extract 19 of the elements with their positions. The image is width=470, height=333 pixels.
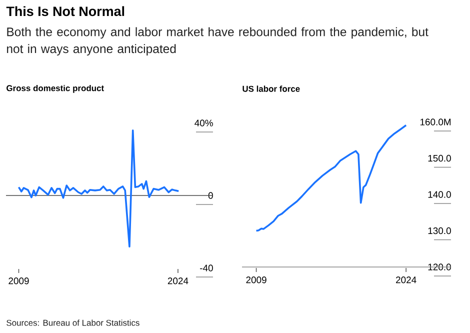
x-tick-label: 2009 [246, 276, 266, 284]
y-tick-label: 130.0 [428, 227, 451, 234]
x-tick-label: 2024 [168, 278, 188, 284]
y-tick-label: -40 [200, 264, 213, 272]
y-tick-label: 140.0 [428, 191, 451, 198]
chart-title: US labor force [242, 86, 300, 92]
line-series [18, 130, 180, 248]
y-tick-label: 40% [194, 120, 213, 126]
source-note: Sources: Bureau of Labor Statistics [6, 320, 140, 326]
line-series [255, 124, 407, 232]
chart-title: Gross domestic product [6, 84, 104, 93]
y-tick-label: 0 [208, 192, 213, 199]
y-tick-label: 120.0 [428, 264, 451, 270]
x-tick-label: 2009 [8, 278, 29, 284]
text: This Is Not Normal [6, 6, 124, 16]
y-tick-label: 150.0 [428, 154, 451, 162]
text: Both the economy and labor market have rebounded from the pandemic, but not in ways anyone anticipated [7, 27, 428, 56]
x-tick-label: 2024 [396, 276, 416, 284]
y-tick-label: 160.0M [420, 118, 451, 126]
